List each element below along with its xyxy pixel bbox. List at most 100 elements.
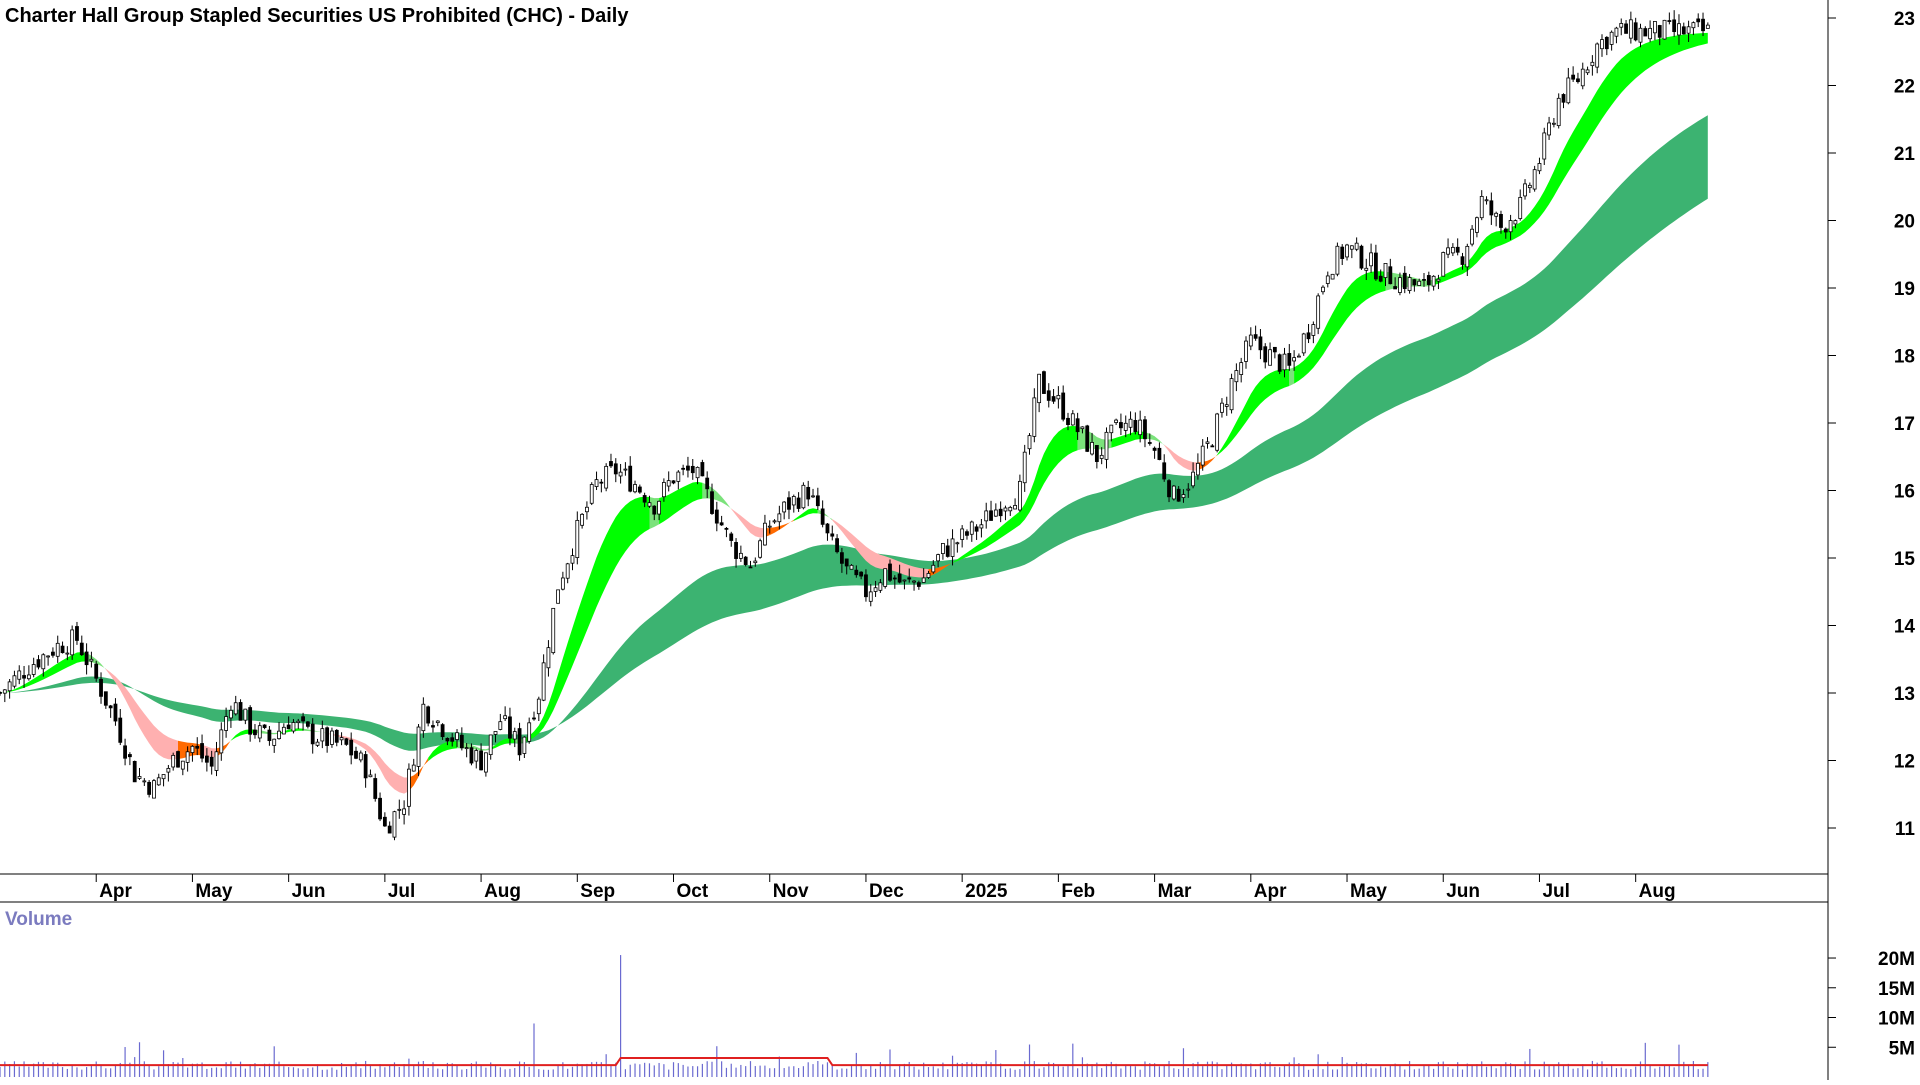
short-term-ema-band-segment	[1164, 444, 1198, 471]
price-tick-label-10: 21	[1894, 144, 1916, 165]
candle-body	[411, 764, 416, 772]
candle-body	[180, 760, 185, 770]
candle-body	[1104, 431, 1109, 460]
candle-body	[156, 777, 161, 786]
short-term-ema-band-segment	[1197, 454, 1218, 471]
time-label-16: Aug	[1639, 881, 1676, 902]
candle-body	[787, 497, 791, 510]
candle-body	[152, 780, 156, 799]
candle-body	[965, 531, 969, 536]
candle-body	[94, 663, 99, 679]
candle-body	[1701, 18, 1705, 32]
candle-body	[483, 752, 488, 773]
candle-body	[1662, 19, 1667, 40]
candle-body	[806, 486, 811, 500]
candle-body	[849, 564, 854, 570]
candle-body	[493, 731, 498, 735]
candle-body	[575, 519, 580, 559]
short-term-ema-band-segment	[1294, 271, 1386, 384]
candle-body	[176, 751, 180, 768]
candle-body	[825, 523, 830, 534]
candle-body	[767, 525, 772, 528]
candle-body	[1566, 77, 1571, 104]
candle-body	[1508, 220, 1513, 233]
candle-body	[585, 506, 589, 513]
candle-body	[1628, 19, 1633, 39]
candle-body	[1234, 370, 1239, 383]
candle-body	[926, 573, 931, 578]
candle-body	[1561, 94, 1566, 103]
candle-body	[1046, 390, 1051, 401]
candle-body	[527, 722, 532, 742]
volume-tick-label-1: 10M	[1878, 1009, 1915, 1030]
candle-body	[681, 467, 686, 470]
candle-body	[1335, 245, 1340, 275]
candle-body	[1518, 196, 1523, 219]
candle-body	[979, 524, 984, 529]
candle-body	[671, 480, 676, 484]
candle-body	[1263, 346, 1268, 363]
candle-body	[1643, 28, 1648, 37]
candle-body	[253, 729, 257, 736]
candle-body	[1244, 340, 1248, 362]
candle-body	[1359, 245, 1364, 269]
time-label-0: Apr	[99, 881, 132, 902]
candle-body	[1099, 454, 1104, 459]
candle-body	[1580, 68, 1585, 87]
time-label-6: Oct	[677, 881, 709, 902]
candle-body	[1633, 22, 1638, 41]
candle-body	[1422, 278, 1426, 281]
candle-body	[368, 774, 373, 778]
price-tick-label-6: 17	[1894, 414, 1915, 435]
candle-body	[354, 750, 358, 759]
candle-body	[1532, 169, 1537, 190]
candle-body	[1176, 488, 1181, 502]
candle-body	[1167, 480, 1171, 498]
candle-body	[950, 538, 955, 557]
candle-body	[657, 500, 661, 515]
candle-body	[1677, 23, 1681, 36]
candle-body	[1123, 422, 1128, 431]
candle-body	[1157, 447, 1162, 460]
candle-body	[431, 725, 435, 728]
candle-body	[955, 542, 960, 545]
price-tick-label-1: 12	[1894, 752, 1915, 773]
price-tick-label-4: 15	[1894, 549, 1916, 570]
candle-body	[1066, 417, 1070, 425]
candle-body	[1292, 357, 1297, 362]
candle-body	[1215, 413, 1220, 451]
candle-body	[1109, 424, 1114, 434]
candle-body	[1181, 494, 1186, 498]
candle-body	[1600, 39, 1604, 50]
candle-body	[719, 522, 724, 526]
short-term-ema-band-segment	[1289, 367, 1295, 386]
short-term-ema-band-segment	[178, 740, 203, 759]
candle-body	[1585, 69, 1590, 74]
candle-body	[171, 754, 176, 768]
candle-body	[262, 724, 267, 728]
short-term-ema-band-segment	[303, 728, 328, 734]
candle-body	[1253, 334, 1258, 339]
candle-body	[1691, 22, 1696, 29]
chart-title: Charter Hall Group Stapled Securities US…	[5, 5, 629, 27]
candle-body	[791, 496, 796, 506]
candle-body	[142, 780, 147, 783]
candle-body	[628, 465, 633, 492]
candle-body	[1657, 25, 1662, 38]
candle-body	[565, 563, 570, 579]
candle-body	[844, 558, 849, 567]
candle-body	[748, 566, 753, 569]
candle-body	[257, 725, 262, 739]
candle-body	[108, 705, 113, 709]
candle-body	[796, 497, 801, 509]
candle-body	[1272, 346, 1277, 353]
short-term-ema-band-segment	[202, 744, 217, 758]
candle-body	[349, 739, 354, 756]
candle-body	[1268, 349, 1272, 366]
candle-body	[1008, 506, 1013, 512]
candle-body	[729, 533, 734, 541]
candle-body	[1325, 275, 1330, 284]
candle-body	[1527, 184, 1532, 189]
